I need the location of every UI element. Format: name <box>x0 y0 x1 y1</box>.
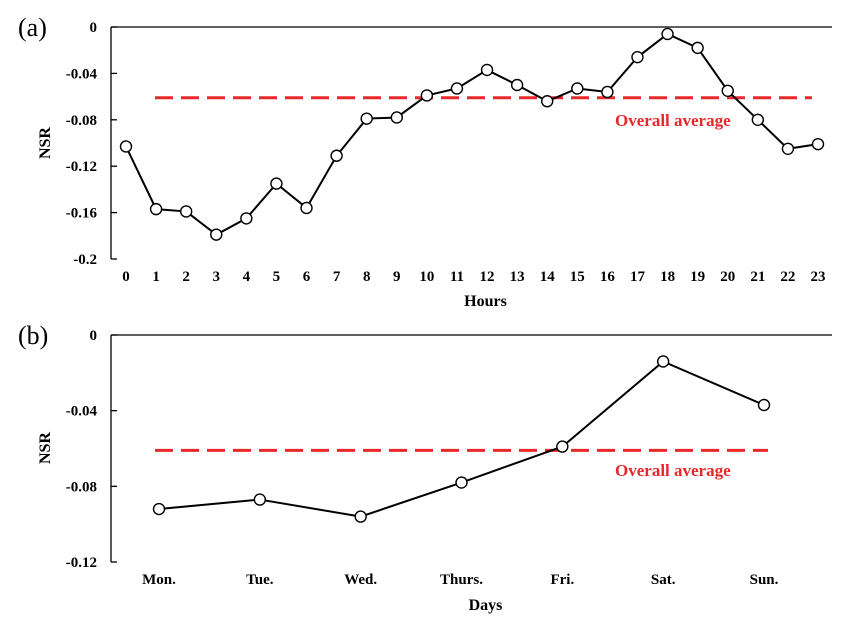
y-axis-title: NSR <box>37 127 54 159</box>
series-line <box>125 32 819 236</box>
data-point-2 <box>179 205 193 218</box>
x-tick-label: 21 <box>750 269 765 285</box>
data-point-19 <box>691 41 704 55</box>
data-point-12 <box>480 63 494 77</box>
data-point-9 <box>390 111 403 124</box>
x-tick-label: 11 <box>450 269 464 285</box>
x-tick-label: Tue. <box>246 572 274 588</box>
x-tick-label: 15 <box>570 269 585 285</box>
x-tick-label: 5 <box>273 269 281 285</box>
x-tick-label: Sun. <box>750 572 779 588</box>
y-axis-title: NSR <box>37 432 54 464</box>
panel-b-days: (b) 0 -0.04 -0.08 -0.12 NSR Mon. Tue. Wed. Thurs.… <box>18 321 832 614</box>
data-point-21 <box>751 113 765 127</box>
data-point-tue <box>253 493 267 506</box>
data-point-15 <box>571 82 584 95</box>
x-tick-label: Thurs. <box>440 572 483 588</box>
data-point-0 <box>119 140 133 153</box>
x-tick-label: 17 <box>630 269 646 285</box>
data-point-wed <box>354 510 367 523</box>
x-tick-label: 18 <box>660 269 675 285</box>
x-tick-label: Sat. <box>651 572 676 588</box>
y-tick-label: 0 <box>90 328 98 344</box>
data-point-14 <box>541 95 554 108</box>
x-tick-label: Wed. <box>344 572 377 588</box>
x-tick-label: 12 <box>480 269 495 285</box>
x-tick-label: 23 <box>811 269 826 285</box>
data-point-sat <box>656 355 670 368</box>
data-point-13 <box>510 78 524 92</box>
x-axis-title: Days <box>469 597 503 614</box>
x-tick-label: Fri. <box>550 572 574 588</box>
y-tick-label: -0.12 <box>66 159 97 175</box>
x-tick-label: Mon. <box>142 572 176 588</box>
data-point-fri <box>556 440 569 453</box>
data-point-23 <box>811 137 825 151</box>
data-point-3 <box>210 228 223 241</box>
data-point-5 <box>270 177 283 190</box>
x-tick-label: 3 <box>213 269 221 285</box>
panel-label: (b) <box>18 321 48 350</box>
x-tick-label: 2 <box>182 269 190 285</box>
series-line <box>158 360 765 518</box>
y-tick-label: -0.04 <box>66 66 98 82</box>
data-point-sun <box>757 398 771 412</box>
data-point-mon <box>152 502 166 516</box>
x-tick-label: 4 <box>243 269 251 285</box>
x-tick-label: 16 <box>600 269 616 285</box>
data-point-6 <box>300 201 313 215</box>
x-tick-label: 22 <box>780 269 795 285</box>
data-point-7 <box>330 149 343 162</box>
data-point-1 <box>149 202 163 216</box>
y-tick-label: -0.12 <box>66 555 97 571</box>
y-tick-label: -0.04 <box>66 404 98 420</box>
y-tick-label: -0.2 <box>73 252 97 268</box>
x-tick-label: 7 <box>333 269 341 285</box>
data-point-8 <box>360 112 373 125</box>
x-tick-label: 19 <box>690 269 705 285</box>
data-point-16 <box>601 85 614 99</box>
data-point-10 <box>420 89 434 102</box>
x-tick-label: 0 <box>122 269 130 285</box>
x-tick-label: 6 <box>303 269 311 285</box>
overall-average-label: Overall average <box>615 461 731 480</box>
x-tick-label: 13 <box>510 269 525 285</box>
data-point-11 <box>450 82 464 95</box>
data-point-18 <box>661 27 674 41</box>
data-point-4 <box>240 212 253 225</box>
y-tick-label: 0 <box>90 20 98 36</box>
x-tick-label: 10 <box>419 269 434 285</box>
y-tick-label: -0.08 <box>66 479 97 495</box>
x-tick-label: 14 <box>540 269 556 285</box>
data-point-17 <box>631 50 644 64</box>
data-point-22 <box>781 142 795 156</box>
x-axis-title: Hours <box>464 293 507 310</box>
x-tick-label: 9 <box>393 269 401 285</box>
x-tick-label: 1 <box>152 269 160 285</box>
data-point-thurs <box>455 476 468 489</box>
x-tick-label: 20 <box>720 269 735 285</box>
data-point-20 <box>721 84 734 98</box>
y-tick-label: -0.08 <box>66 113 97 129</box>
x-tick-label: 8 <box>363 269 371 285</box>
y-tick-label: -0.16 <box>66 206 98 222</box>
panel-label: (a) <box>18 13 47 42</box>
overall-average-label: Overall average <box>615 111 731 130</box>
